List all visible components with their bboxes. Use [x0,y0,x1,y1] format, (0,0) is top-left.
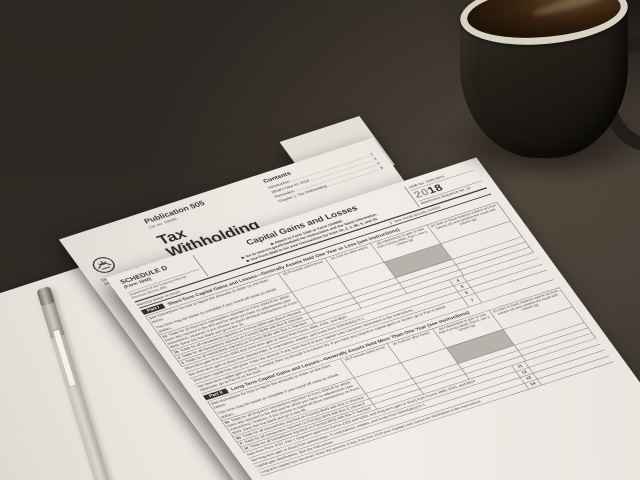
publication-505-sheet: Department of the Treasury Internal Reve… [58,137,611,480]
coffee-mug [442,0,640,199]
coffee-highlight [531,0,611,19]
irs-agency-block: Department of the Treasury Internal Reve… [87,240,168,286]
irs-eagle-icon [92,257,115,273]
